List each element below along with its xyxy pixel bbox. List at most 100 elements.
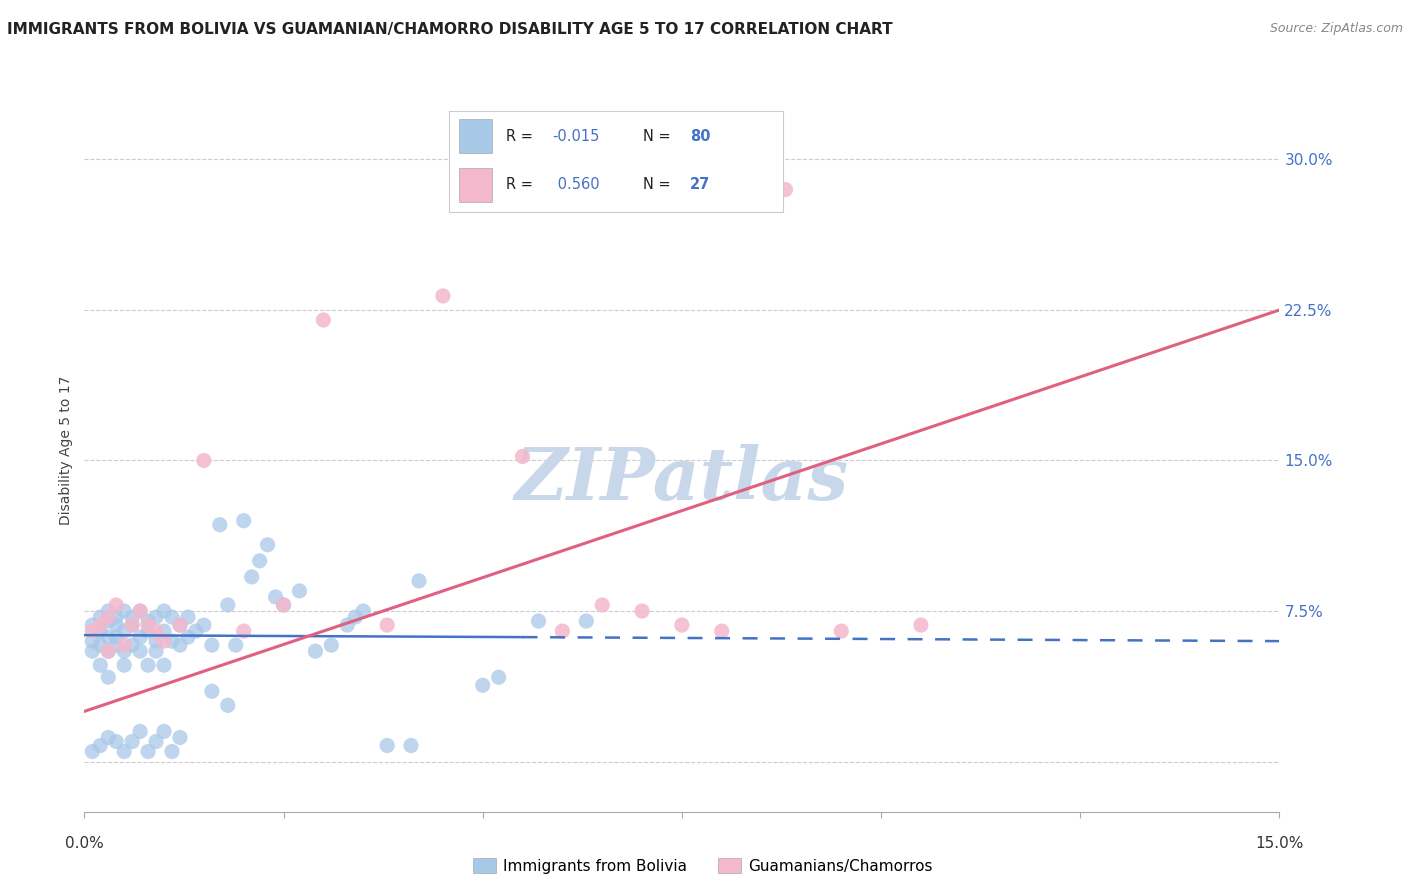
Point: [710, 624, 733, 639]
Point: [375, 618, 398, 632]
Point: [97, 614, 120, 628]
Point: [82, 634, 104, 648]
Point: [217, 598, 239, 612]
Point: [671, 618, 693, 632]
Point: [375, 739, 398, 753]
Point: [312, 313, 335, 327]
Point: [336, 618, 359, 632]
Point: [129, 604, 152, 618]
Point: [105, 734, 128, 748]
Point: [121, 638, 143, 652]
Point: [240, 570, 263, 584]
Point: [830, 624, 852, 639]
Point: [89, 618, 111, 632]
Point: [136, 618, 159, 632]
Point: [631, 604, 654, 618]
Point: [136, 624, 159, 639]
Point: [82, 644, 104, 658]
Point: [527, 614, 550, 628]
Point: [97, 731, 120, 745]
Point: [112, 644, 135, 658]
Point: [89, 658, 111, 673]
Text: ZIPatlas: ZIPatlas: [515, 444, 849, 515]
Point: [112, 638, 135, 652]
Point: [232, 624, 254, 639]
Point: [256, 538, 278, 552]
Point: [153, 604, 176, 618]
Point: [121, 734, 143, 748]
Legend: Immigrants from Bolivia, Guamanians/Chamorros: Immigrants from Bolivia, Guamanians/Cham…: [467, 852, 939, 880]
Point: [97, 604, 120, 618]
Point: [352, 604, 374, 618]
Point: [249, 554, 271, 568]
Point: [145, 610, 167, 624]
Point: [169, 618, 191, 632]
Text: IMMIGRANTS FROM BOLIVIA VS GUAMANIAN/CHAMORRO DISABILITY AGE 5 TO 17 CORRELATION: IMMIGRANTS FROM BOLIVIA VS GUAMANIAN/CHA…: [7, 22, 893, 37]
Point: [153, 658, 176, 673]
Point: [112, 658, 135, 673]
Text: 15.0%: 15.0%: [1256, 836, 1303, 851]
Point: [408, 574, 430, 588]
Point: [264, 590, 287, 604]
Point: [273, 598, 295, 612]
Point: [112, 744, 135, 758]
Point: [112, 624, 135, 639]
Point: [129, 604, 152, 618]
Point: [169, 638, 191, 652]
Point: [512, 450, 534, 464]
Point: [145, 624, 167, 639]
Point: [288, 584, 311, 599]
Point: [89, 638, 111, 652]
Point: [136, 658, 159, 673]
Point: [97, 610, 120, 624]
Point: [82, 618, 104, 632]
Point: [399, 739, 422, 753]
Point: [153, 624, 176, 639]
Point: [112, 604, 135, 618]
Point: [97, 644, 120, 658]
Point: [89, 624, 111, 639]
Point: [145, 634, 167, 648]
Point: [184, 624, 207, 639]
Point: [488, 670, 510, 684]
Point: [304, 644, 326, 658]
Point: [145, 644, 167, 658]
Point: [82, 744, 104, 758]
Point: [169, 618, 191, 632]
Point: [344, 610, 367, 624]
Point: [217, 698, 239, 713]
Point: [97, 630, 120, 644]
Point: [208, 517, 231, 532]
Point: [105, 630, 128, 644]
Point: [121, 618, 143, 632]
Point: [160, 634, 183, 648]
Point: [201, 684, 224, 698]
Point: [775, 183, 797, 197]
Text: 0.0%: 0.0%: [65, 836, 104, 851]
Point: [160, 744, 183, 758]
Point: [105, 598, 128, 612]
Point: [591, 598, 613, 612]
Point: [910, 618, 932, 632]
Point: [201, 638, 224, 652]
Point: [225, 638, 247, 652]
Point: [193, 618, 215, 632]
Point: [575, 614, 598, 628]
Point: [89, 610, 111, 624]
Point: [321, 638, 343, 652]
Point: [160, 610, 183, 624]
Point: [177, 610, 200, 624]
Point: [89, 739, 111, 753]
Point: [193, 453, 215, 467]
Point: [551, 624, 574, 639]
Point: [97, 644, 120, 658]
Point: [169, 731, 191, 745]
Point: [105, 638, 128, 652]
Point: [121, 618, 143, 632]
Y-axis label: Disability Age 5 to 17: Disability Age 5 to 17: [59, 376, 73, 525]
Point: [153, 634, 176, 648]
Point: [136, 744, 159, 758]
Point: [232, 514, 254, 528]
Point: [129, 630, 152, 644]
Point: [105, 610, 128, 624]
